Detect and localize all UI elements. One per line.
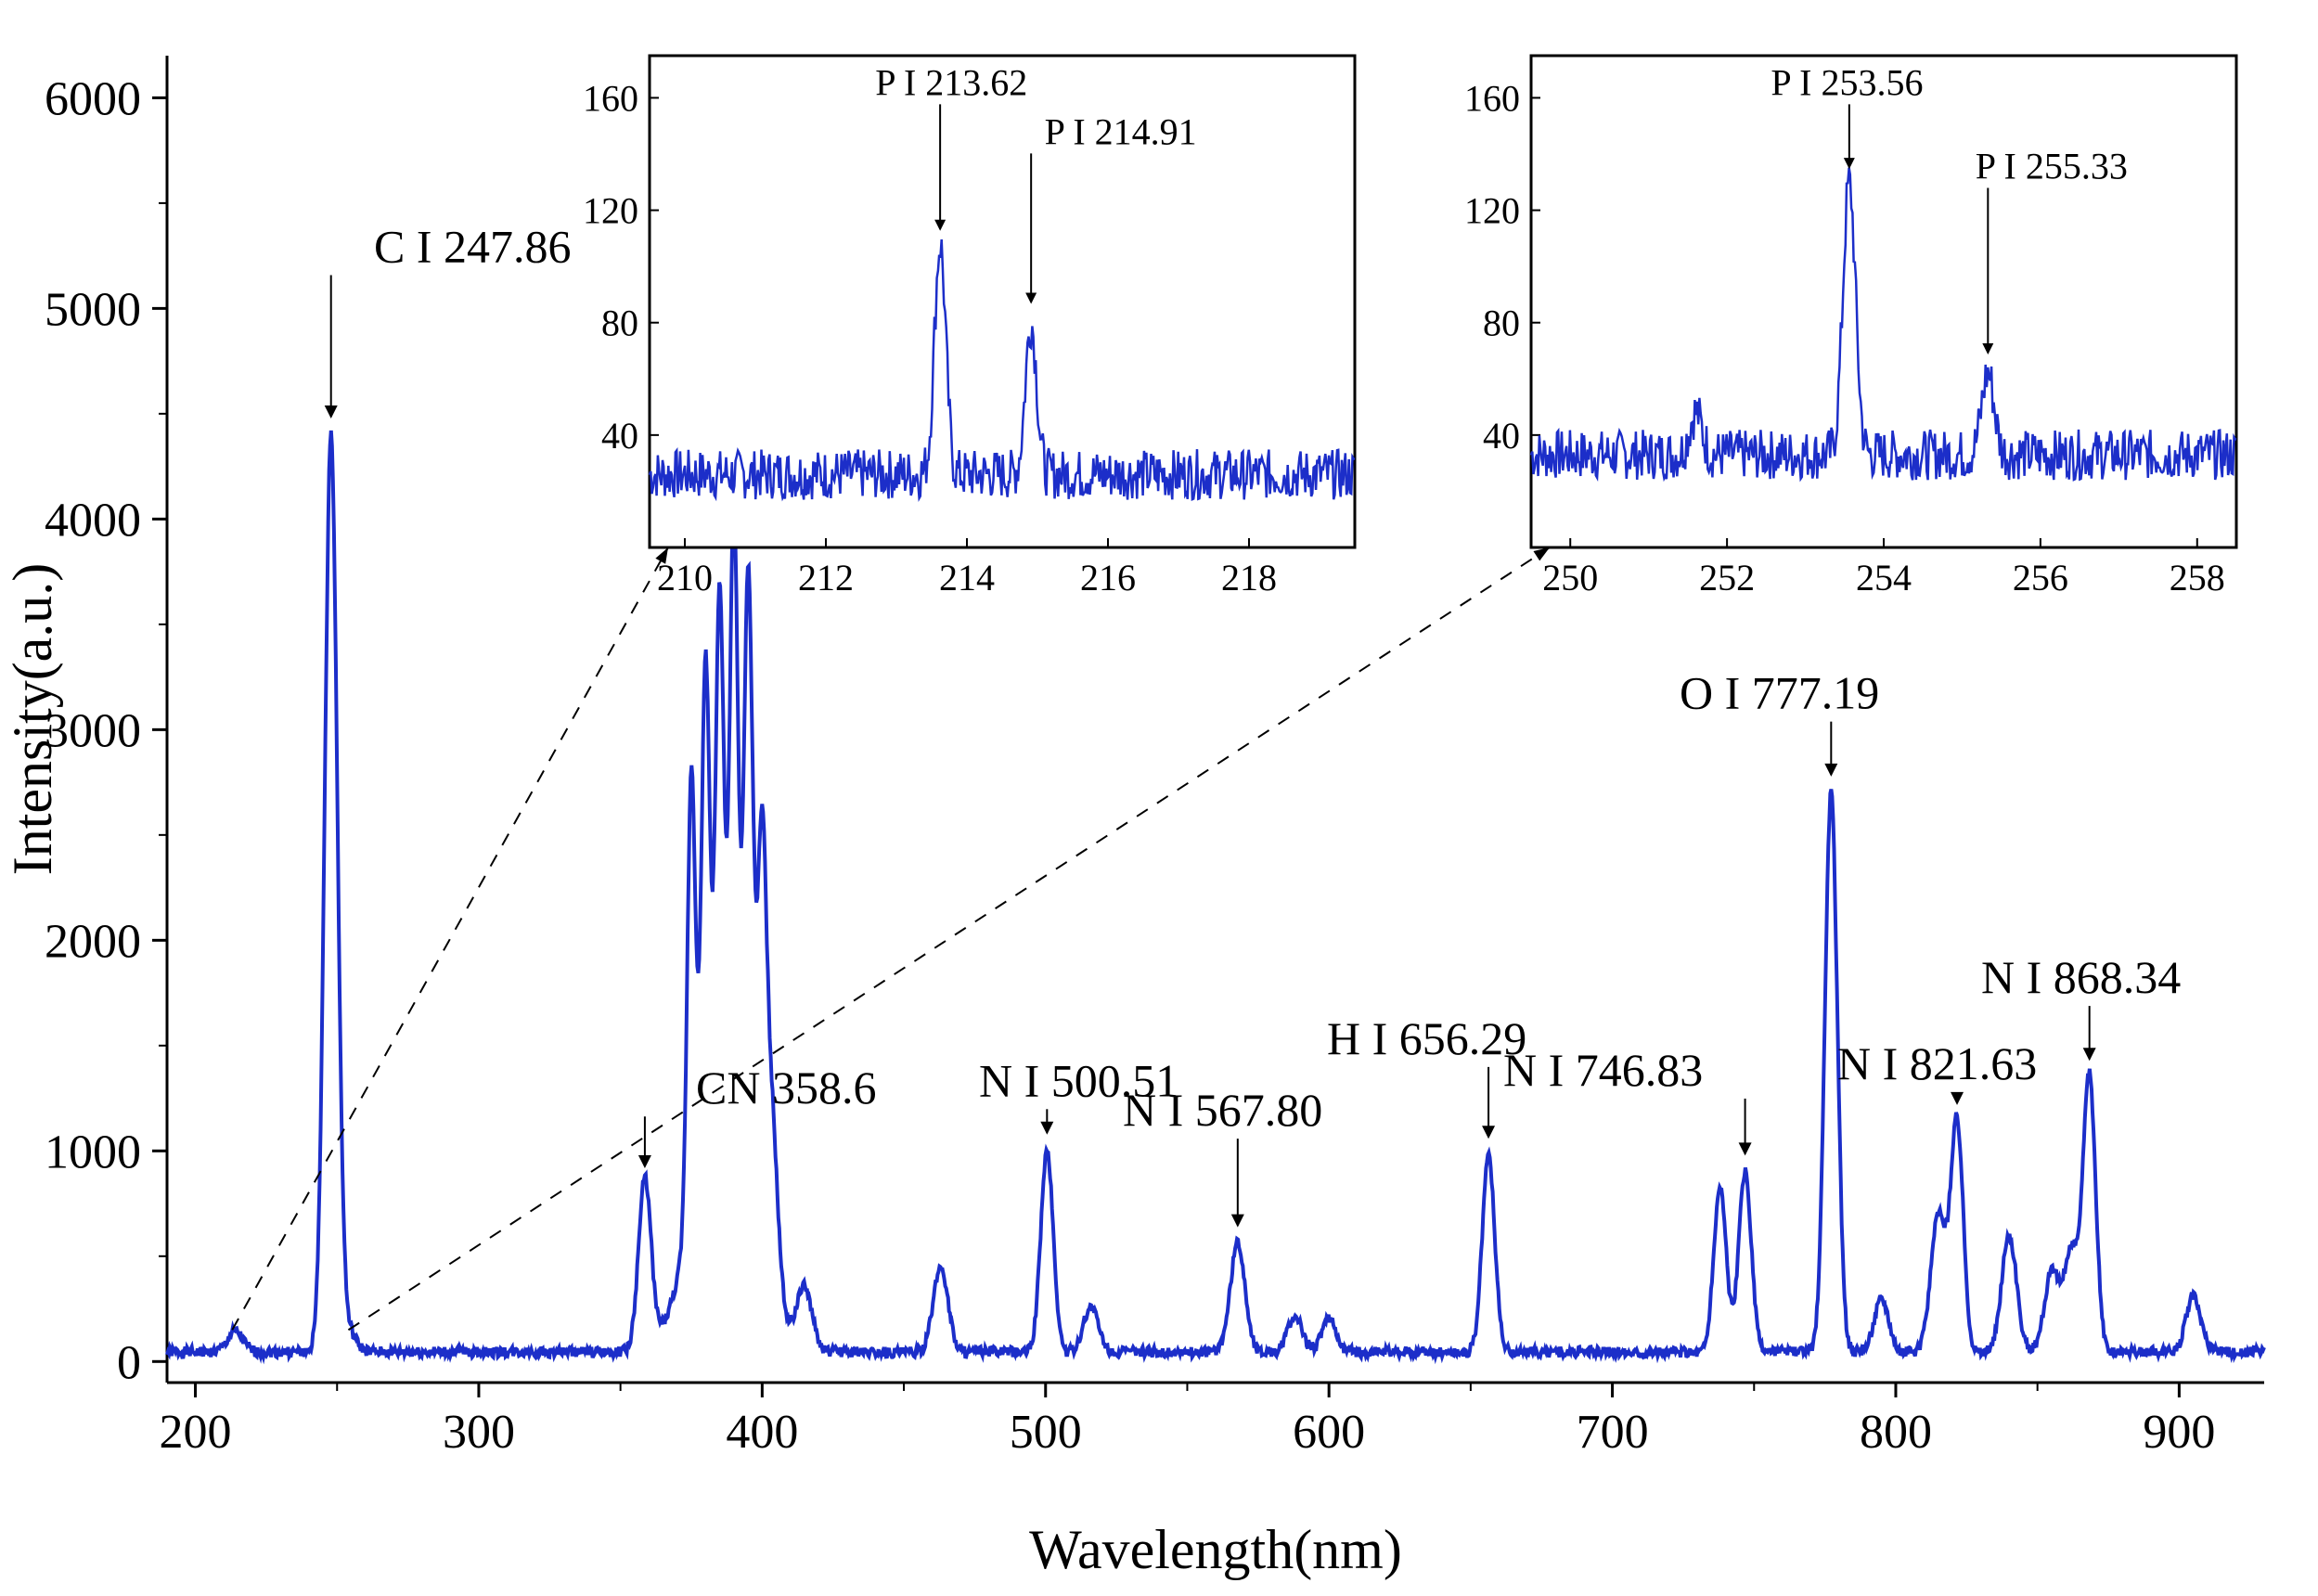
inset-x-tick-label: 210 <box>657 557 713 598</box>
inset-peak-label: P I 214.91 <box>1045 110 1197 152</box>
inset-x-tick-label: 256 <box>2013 557 2068 598</box>
y-tick-label: 3000 <box>45 704 141 757</box>
arrowhead-icon <box>638 1155 651 1168</box>
x-tick-label: 500 <box>1010 1406 1082 1459</box>
inset-peak-label: P I 255.33 <box>1976 146 2128 187</box>
inset-y-tick-label: 80 <box>601 302 638 344</box>
arrowhead-icon <box>2083 1048 2096 1061</box>
peak-label: O I 777.19 <box>1680 667 1879 719</box>
inset-y-tick-label: 160 <box>1464 77 1520 119</box>
peak-label: N I 746.83 <box>1503 1044 1703 1096</box>
arrowhead-icon <box>1951 1092 1964 1105</box>
y-tick-label: 2000 <box>45 915 141 968</box>
x-tick-label: 300 <box>443 1406 515 1459</box>
arrowhead-icon <box>1824 764 1837 777</box>
y-tick-label: 1000 <box>45 1126 141 1178</box>
inset-peak-label: P I 213.62 <box>875 61 1027 103</box>
inset-y-tick-label: 120 <box>583 190 638 232</box>
peak-label: N I 567.80 <box>1123 1084 1322 1136</box>
y-tick-label: 0 <box>117 1336 141 1389</box>
inset-connector <box>348 547 1550 1330</box>
x-tick-label: 400 <box>726 1406 798 1459</box>
x-tick-label: 800 <box>1860 1406 1932 1459</box>
y-tick-label: 5000 <box>45 283 141 336</box>
inset-y-tick-label: 40 <box>1483 415 1520 457</box>
peak-label: CN 358.6 <box>696 1062 876 1113</box>
inset-x-tick-label: 252 <box>1699 557 1755 598</box>
arrowhead-icon <box>1739 1142 1752 1155</box>
arrowhead-icon <box>1040 1122 1053 1135</box>
y-tick-label: 4000 <box>45 494 141 547</box>
x-tick-label: 200 <box>160 1406 232 1459</box>
inset-x-tick-label: 258 <box>2170 557 2225 598</box>
peak-label: H I 656.29 <box>1327 1012 1526 1064</box>
inset-connector <box>232 547 668 1330</box>
inset-y-tick-label: 120 <box>1464 190 1520 232</box>
x-tick-label: 700 <box>1577 1406 1649 1459</box>
arrowhead-icon <box>325 405 338 418</box>
inset-x-tick-label: 250 <box>1542 557 1598 598</box>
peak-label: C I 247.86 <box>374 220 572 272</box>
inset-x-tick-label: 216 <box>1080 557 1136 598</box>
inset-x-tick-label: 218 <box>1221 557 1277 598</box>
x-tick-label: 900 <box>2143 1406 2215 1459</box>
inset-y-tick-label: 40 <box>601 415 638 457</box>
y-tick-label: 6000 <box>45 72 141 125</box>
peak-label: N I 821.63 <box>1837 1037 2037 1089</box>
inset-y-tick-label: 160 <box>583 77 638 119</box>
x-tick-label: 600 <box>1293 1406 1365 1459</box>
arrowhead-icon <box>1231 1215 1244 1228</box>
spectrum-line <box>167 431 2264 1358</box>
peak-label: N I 868.34 <box>1981 951 2181 1003</box>
inset-x-tick-label: 214 <box>939 557 995 598</box>
arrowhead-icon <box>1482 1126 1495 1139</box>
inset-y-tick-label: 80 <box>1483 302 1520 344</box>
inset-x-tick-label: 254 <box>1856 557 1912 598</box>
inset-x-tick-label: 212 <box>798 557 854 598</box>
inset-peak-label: P I 253.56 <box>1771 61 1923 103</box>
